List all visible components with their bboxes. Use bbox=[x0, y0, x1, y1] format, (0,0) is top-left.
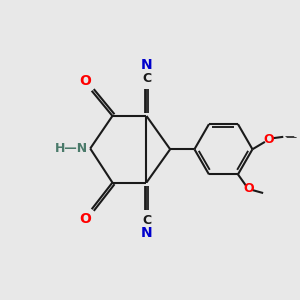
Text: C: C bbox=[142, 72, 151, 85]
Text: —: — bbox=[286, 132, 297, 142]
Text: N: N bbox=[141, 226, 152, 240]
Text: C: C bbox=[142, 214, 151, 227]
Text: O: O bbox=[263, 133, 274, 146]
Text: —: — bbox=[285, 131, 295, 141]
Text: O: O bbox=[244, 182, 254, 195]
Text: O: O bbox=[79, 74, 91, 88]
Text: H—N: H—N bbox=[55, 142, 88, 155]
Text: N: N bbox=[141, 58, 152, 72]
Text: O: O bbox=[79, 212, 91, 226]
